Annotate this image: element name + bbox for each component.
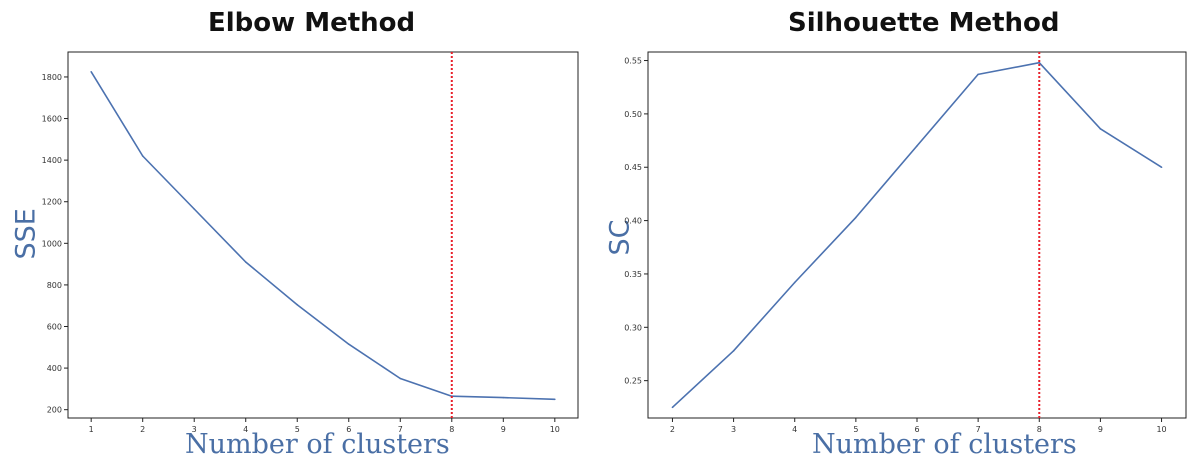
elbow-x-tick-label: 6 bbox=[346, 425, 351, 434]
silhouette-data-point bbox=[855, 216, 857, 219]
silhouette-y-tick-label: 0.40 bbox=[624, 217, 642, 226]
elbow-x-axis-label: Number of clusters bbox=[185, 429, 450, 460]
silhouette-chart-title: Silhouette Method bbox=[788, 8, 1060, 38]
elbow-y-tick-label: 1600 bbox=[42, 115, 62, 124]
silhouette-data-point bbox=[732, 349, 735, 352]
silhouette-y-tick-label: 0.55 bbox=[624, 57, 642, 66]
elbow-x-tick-label: 3 bbox=[192, 425, 197, 434]
silhouette-data-point bbox=[671, 406, 674, 409]
elbow-data-point bbox=[347, 343, 350, 345]
silhouette-y-tick-label: 0.50 bbox=[624, 110, 642, 119]
silhouette-y-tick-label: 0.35 bbox=[624, 270, 642, 279]
silhouette-x-tick-label: 7 bbox=[976, 425, 981, 434]
elbow-y-tick-label: 1200 bbox=[42, 198, 62, 207]
silhouette-x-tick-label: 4 bbox=[792, 425, 797, 434]
elbow-data-point bbox=[399, 377, 402, 380]
silhouette-x-axis-label: Number of clusters bbox=[812, 429, 1077, 460]
elbow-y-tick-label: 600 bbox=[47, 323, 62, 332]
silhouette-y-tick-label: 0.30 bbox=[624, 323, 642, 332]
silhouette-data-point bbox=[793, 281, 796, 284]
elbow-series-line bbox=[90, 71, 555, 401]
silhouette-y-tick-label: 0.45 bbox=[624, 163, 642, 172]
elbow-y-tick-label: 400 bbox=[47, 364, 62, 373]
silhouette-x-tick-label: 2 bbox=[670, 425, 675, 434]
silhouette-data-point bbox=[1099, 128, 1102, 130]
elbow-y-tick-label: 1400 bbox=[42, 156, 62, 165]
elbow-x-tick-label: 5 bbox=[295, 425, 300, 434]
elbow-x-tick-label: 9 bbox=[501, 425, 506, 434]
silhouette-x-tick-label: 6 bbox=[914, 425, 919, 434]
elbow-plot-frame bbox=[67, 51, 579, 419]
elbow-data-point bbox=[554, 398, 556, 401]
silhouette-plot-frame bbox=[647, 51, 1187, 419]
silhouette-x-tick-label: 9 bbox=[1098, 425, 1103, 434]
elbow-x-tick-label: 4 bbox=[243, 425, 248, 434]
elbow-chart-title: Elbow Method bbox=[208, 8, 416, 38]
silhouette-data-point bbox=[1038, 61, 1041, 64]
elbow-data-point bbox=[502, 396, 505, 399]
silhouette-data-point bbox=[977, 73, 979, 76]
elbow-y-tick-label: 1000 bbox=[42, 239, 62, 248]
silhouette-x-tick-label: 8 bbox=[1037, 425, 1042, 434]
elbow-data-point bbox=[90, 70, 92, 73]
elbow-y-tick-label: 1800 bbox=[42, 73, 62, 82]
silhouette-x-tick-label: 5 bbox=[853, 425, 858, 434]
elbow-x-tick-label: 2 bbox=[140, 425, 145, 434]
silhouette-data-point bbox=[1160, 166, 1163, 169]
elbow-y-tick-label: 800 bbox=[47, 281, 62, 290]
elbow-data-point bbox=[193, 208, 196, 210]
silhouette-y-tick-label: 0.25 bbox=[624, 377, 642, 386]
elbow-x-tick-label: 10 bbox=[550, 425, 560, 434]
elbow-data-point bbox=[296, 303, 299, 306]
silhouette-series-line bbox=[671, 61, 1162, 408]
elbow-data-point bbox=[244, 261, 247, 263]
elbow-x-tick-label: 1 bbox=[89, 425, 94, 434]
elbow-data-point bbox=[141, 155, 144, 157]
silhouette-data-point bbox=[916, 145, 918, 147]
elbow-x-tick-label: 7 bbox=[398, 425, 403, 434]
silhouette-x-tick-label: 3 bbox=[731, 425, 736, 434]
silhouette-x-tick-label: 10 bbox=[1156, 425, 1166, 434]
elbow-y-tick-label: 200 bbox=[47, 406, 62, 415]
elbow-x-tick-label: 8 bbox=[449, 425, 454, 434]
